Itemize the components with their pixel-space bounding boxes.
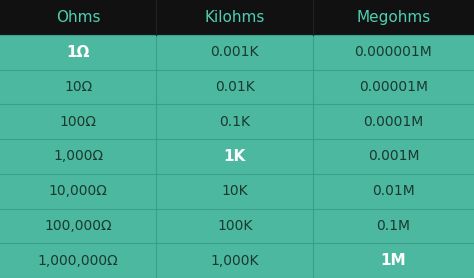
Bar [0, 243, 156, 278]
Text: 0.000001M: 0.000001M [355, 45, 432, 59]
Text: 0.1M: 0.1M [376, 219, 410, 233]
Bar [0, 70, 156, 104]
Bar [313, 208, 474, 243]
Bar [313, 70, 474, 104]
Text: 100K: 100K [217, 219, 252, 233]
Text: 1K: 1K [224, 149, 246, 164]
Text: 1,000,000Ω: 1,000,000Ω [38, 254, 118, 268]
Text: 1,000Ω: 1,000Ω [53, 149, 103, 163]
Text: 100Ω: 100Ω [60, 115, 97, 129]
Text: 10Ω: 10Ω [64, 80, 92, 94]
Text: 100,000Ω: 100,000Ω [45, 219, 112, 233]
Text: 0.001M: 0.001M [368, 149, 419, 163]
Bar [156, 0, 313, 35]
Text: Kilohms: Kilohms [204, 10, 265, 25]
Bar [156, 35, 313, 70]
Bar [313, 104, 474, 139]
Bar [0, 174, 156, 208]
Text: 0.01K: 0.01K [215, 80, 255, 94]
Bar [0, 208, 156, 243]
Text: 0.0001M: 0.0001M [363, 115, 424, 129]
Text: 10K: 10K [221, 184, 248, 198]
Bar [0, 104, 156, 139]
Bar [156, 139, 313, 174]
Bar [156, 174, 313, 208]
Bar [156, 208, 313, 243]
Bar [313, 243, 474, 278]
Text: 0.001K: 0.001K [210, 45, 259, 59]
Bar [313, 0, 474, 35]
Bar [313, 35, 474, 70]
Text: 1,000K: 1,000K [210, 254, 259, 268]
Text: 10,000Ω: 10,000Ω [49, 184, 108, 198]
Text: 1Ω: 1Ω [66, 45, 90, 59]
Text: Megohms: Megohms [356, 10, 430, 25]
Bar [0, 35, 156, 70]
Bar [313, 174, 474, 208]
Bar [156, 104, 313, 139]
Bar [156, 243, 313, 278]
Text: Ohms: Ohms [56, 10, 100, 25]
Text: 0.1K: 0.1K [219, 115, 250, 129]
Text: 1M: 1M [381, 253, 406, 268]
Bar [0, 139, 156, 174]
Text: 0.01M: 0.01M [372, 184, 415, 198]
Bar [156, 70, 313, 104]
Bar [0, 0, 156, 35]
Text: 0.00001M: 0.00001M [359, 80, 428, 94]
Bar [313, 139, 474, 174]
